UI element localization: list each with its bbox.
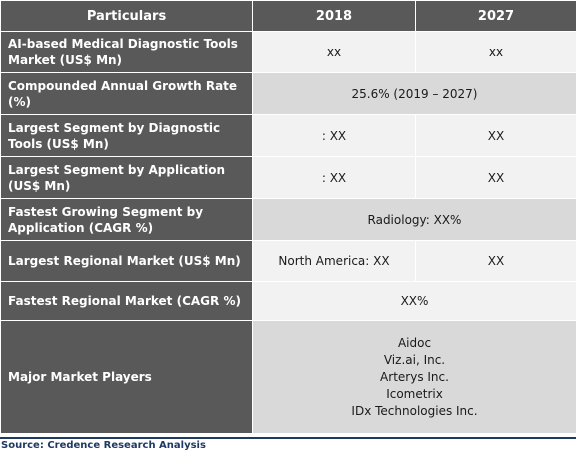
value-2027: XX bbox=[415, 114, 576, 157]
source-note: Source: Credence Research Analysis bbox=[0, 437, 576, 453]
row-label: Largest Regional Market (US$ Mn) bbox=[0, 240, 253, 282]
row-label: Fastest Growing Segment by Application (… bbox=[0, 198, 253, 241]
row-label: AI-based Medical Diagnostic Tools Market… bbox=[0, 31, 253, 73]
row-label: Largest Segment by Application (US$ Mn) bbox=[0, 156, 253, 199]
row-label: Compounded Annual Growth Rate (%) bbox=[0, 72, 253, 115]
table-row: Fastest Regional Market (CAGR %) XX% bbox=[0, 281, 576, 321]
player-item: IDx Technologies Inc. bbox=[351, 403, 478, 418]
table-row: Major Market Players Aidoc Viz.ai, Inc. … bbox=[0, 320, 576, 434]
row-label: Largest Segment by Diagnostic Tools (US$… bbox=[0, 114, 253, 157]
player-item: Viz.ai, Inc. bbox=[383, 352, 446, 367]
header-particulars: Particulars bbox=[0, 0, 253, 32]
header-year-2027: 2027 bbox=[415, 0, 576, 32]
value-2018: North America: XX bbox=[252, 240, 416, 282]
header-year-2018: 2018 bbox=[252, 0, 416, 32]
table-row: Largest Segment by Application (US$ Mn) … bbox=[0, 156, 576, 199]
table-row: AI-based Medical Diagnostic Tools Market… bbox=[0, 31, 576, 73]
players-list: Aidoc Viz.ai, Inc. Arterys Inc. Icometri… bbox=[351, 335, 477, 420]
table-row: Largest Segment by Diagnostic Tools (US$… bbox=[0, 114, 576, 157]
table-row: Fastest Growing Segment by Application (… bbox=[0, 198, 576, 241]
merged-value: Radiology: XX% bbox=[252, 198, 576, 241]
row-label: Major Market Players bbox=[0, 320, 253, 434]
market-summary-table: Particulars 2018 2027 AI-based Medical D… bbox=[0, 0, 576, 434]
table-row: Compounded Annual Growth Rate (%) 25.6% … bbox=[0, 72, 576, 115]
value-2027: XX bbox=[415, 156, 576, 199]
players-cell: Aidoc Viz.ai, Inc. Arterys Inc. Icometri… bbox=[252, 320, 576, 434]
header-row: Particulars 2018 2027 bbox=[0, 0, 576, 32]
merged-value: 25.6% (2019 – 2027) bbox=[252, 72, 576, 115]
value-2018: : XX bbox=[252, 156, 416, 199]
player-item: Aidoc bbox=[397, 335, 432, 350]
table-row: Largest Regional Market (US$ Mn) North A… bbox=[0, 240, 576, 282]
merged-value: XX% bbox=[252, 281, 576, 321]
player-item: Icometrix bbox=[386, 386, 443, 401]
value-2018: xx bbox=[252, 31, 416, 73]
value-2027: xx bbox=[415, 31, 576, 73]
value-2027: XX bbox=[415, 240, 576, 282]
player-item: Arterys Inc. bbox=[380, 369, 449, 384]
row-label: Fastest Regional Market (CAGR %) bbox=[0, 281, 253, 321]
value-2018: : XX bbox=[252, 114, 416, 157]
